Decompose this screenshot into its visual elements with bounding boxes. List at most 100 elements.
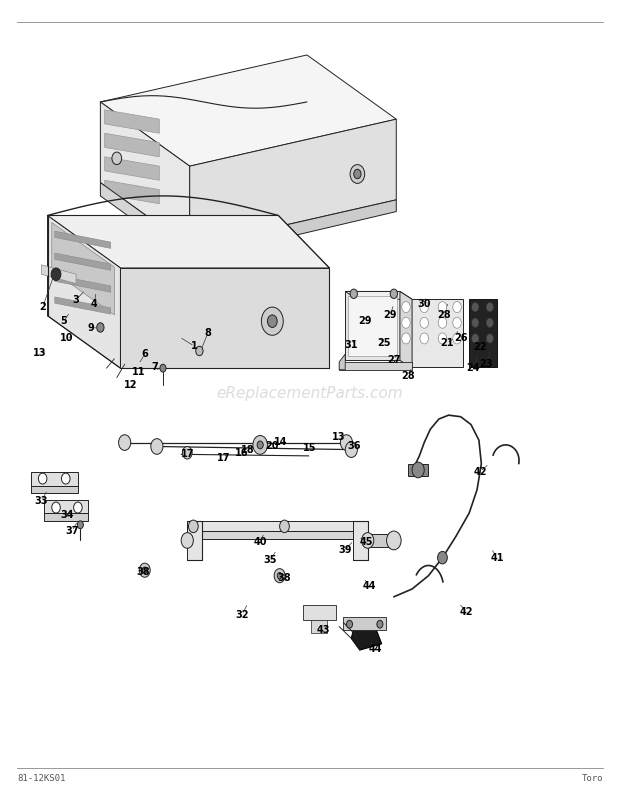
Polygon shape <box>345 292 400 360</box>
Text: 12: 12 <box>124 380 138 391</box>
Text: 81-12KS01: 81-12KS01 <box>17 774 66 783</box>
Text: 29: 29 <box>383 310 397 320</box>
Polygon shape <box>409 463 428 476</box>
Circle shape <box>262 307 283 336</box>
Circle shape <box>38 473 47 484</box>
Circle shape <box>51 268 61 280</box>
Circle shape <box>182 447 192 459</box>
Circle shape <box>402 317 410 328</box>
Polygon shape <box>187 531 368 539</box>
Polygon shape <box>105 133 159 157</box>
Circle shape <box>112 152 122 165</box>
Polygon shape <box>100 55 396 166</box>
Text: 43: 43 <box>317 626 330 635</box>
Text: 28: 28 <box>437 310 451 320</box>
Text: 25: 25 <box>378 338 391 348</box>
Text: 28: 28 <box>402 371 415 381</box>
Circle shape <box>140 563 150 577</box>
Polygon shape <box>120 268 329 368</box>
Circle shape <box>280 520 290 533</box>
Text: 44: 44 <box>363 581 376 590</box>
Circle shape <box>438 301 446 312</box>
Circle shape <box>196 346 203 356</box>
Circle shape <box>340 435 353 451</box>
Circle shape <box>118 435 131 451</box>
Text: 17: 17 <box>217 453 231 463</box>
Circle shape <box>453 301 461 312</box>
Text: 41: 41 <box>490 553 504 562</box>
Text: 37: 37 <box>65 526 79 536</box>
Text: 2: 2 <box>39 302 46 312</box>
Circle shape <box>97 323 104 332</box>
Polygon shape <box>311 620 327 633</box>
Polygon shape <box>105 109 159 133</box>
Text: 39: 39 <box>339 545 352 555</box>
Text: 10: 10 <box>60 333 73 344</box>
Text: 30: 30 <box>417 299 431 309</box>
Circle shape <box>74 502 82 513</box>
Circle shape <box>345 442 357 458</box>
Text: 40: 40 <box>254 537 267 547</box>
Circle shape <box>350 165 365 184</box>
Polygon shape <box>348 296 397 356</box>
Text: 8: 8 <box>205 328 211 338</box>
Circle shape <box>361 533 374 548</box>
Polygon shape <box>55 275 111 292</box>
Circle shape <box>486 302 494 312</box>
Text: 33: 33 <box>35 496 48 507</box>
Polygon shape <box>190 200 396 260</box>
Text: 3: 3 <box>73 295 79 305</box>
Text: 7: 7 <box>152 362 159 372</box>
Circle shape <box>453 317 461 328</box>
Polygon shape <box>400 292 412 368</box>
Circle shape <box>78 521 83 529</box>
Polygon shape <box>55 253 111 270</box>
Polygon shape <box>353 521 368 560</box>
Text: 38: 38 <box>136 566 149 577</box>
Circle shape <box>412 462 424 478</box>
Polygon shape <box>303 605 335 620</box>
Polygon shape <box>368 535 394 547</box>
Text: 34: 34 <box>60 511 74 520</box>
Polygon shape <box>51 223 114 315</box>
Polygon shape <box>343 617 386 630</box>
Polygon shape <box>44 499 88 513</box>
Polygon shape <box>469 300 497 367</box>
Circle shape <box>472 334 479 343</box>
Circle shape <box>420 317 428 328</box>
Circle shape <box>188 520 198 533</box>
Circle shape <box>350 289 357 299</box>
Circle shape <box>274 569 285 582</box>
Circle shape <box>377 620 383 628</box>
Text: 18: 18 <box>241 445 255 455</box>
Circle shape <box>253 435 267 455</box>
Circle shape <box>160 364 166 372</box>
Polygon shape <box>48 216 329 268</box>
Polygon shape <box>339 362 412 370</box>
Polygon shape <box>187 521 202 560</box>
Text: 21: 21 <box>440 338 453 348</box>
Text: 38: 38 <box>278 573 291 583</box>
Circle shape <box>438 551 447 564</box>
Polygon shape <box>105 157 159 181</box>
Polygon shape <box>100 102 190 247</box>
Text: 6: 6 <box>141 349 148 359</box>
Circle shape <box>420 333 428 344</box>
Polygon shape <box>394 300 463 367</box>
Circle shape <box>472 318 479 328</box>
Polygon shape <box>55 297 111 314</box>
Text: 16: 16 <box>235 447 249 458</box>
Polygon shape <box>190 119 396 247</box>
Circle shape <box>438 317 446 328</box>
Text: 22: 22 <box>474 342 487 352</box>
Circle shape <box>420 301 428 312</box>
Text: 42: 42 <box>460 607 474 618</box>
Circle shape <box>438 333 446 344</box>
Text: 27: 27 <box>387 355 401 364</box>
Text: 5: 5 <box>61 316 68 326</box>
Text: 11: 11 <box>132 367 146 377</box>
Circle shape <box>51 502 60 513</box>
Text: 9: 9 <box>88 324 95 333</box>
Circle shape <box>347 620 353 628</box>
Text: 13: 13 <box>33 348 46 358</box>
